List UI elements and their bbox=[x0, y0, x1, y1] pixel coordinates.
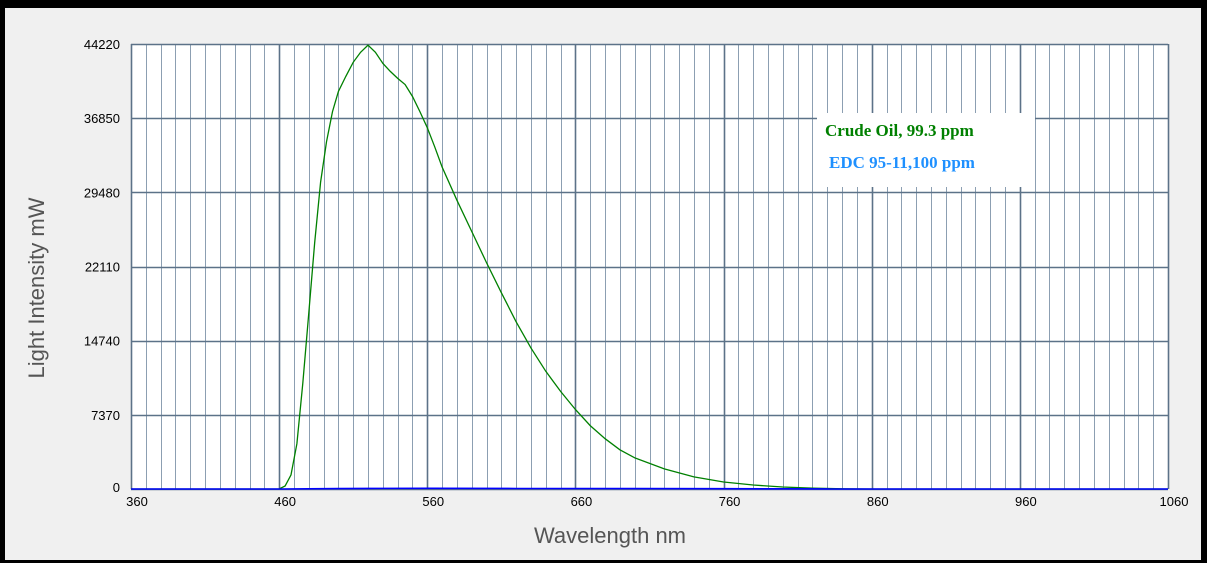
series-layer bbox=[131, 44, 1168, 490]
series-line-edc bbox=[131, 487, 1168, 490]
y-tick-label: 22110 bbox=[85, 260, 120, 275]
x-tick-label: 860 bbox=[867, 494, 889, 509]
y-tick-label: 14740 bbox=[84, 334, 120, 349]
y-tick-label: 29480 bbox=[84, 185, 120, 200]
tick-labels: 360 460 560 660 760 860 960 1060 0 7370 14740 22110… bbox=[84, 37, 1189, 509]
x-tick-label: 760 bbox=[719, 494, 741, 509]
x-tick-label: 1060 bbox=[1160, 494, 1189, 509]
x-tick-label: 660 bbox=[571, 494, 593, 509]
y-tick-label: 0 bbox=[113, 480, 120, 495]
legend-box bbox=[817, 113, 1035, 187]
legend-label-edc: EDC 95-11,100 ppm bbox=[829, 153, 975, 172]
x-tick-label: 360 bbox=[126, 494, 148, 509]
series-line-crude-oil bbox=[131, 44, 1168, 490]
x-axis-title: Wavelength nm bbox=[534, 523, 686, 548]
y-tick-label: 7370 bbox=[91, 408, 120, 423]
x-tick-label: 460 bbox=[274, 494, 296, 509]
x-tick-label: 960 bbox=[1015, 494, 1037, 509]
legend-label-crude-oil: Crude Oil, 99.3 ppm bbox=[825, 121, 974, 140]
y-tick-label: 44220 bbox=[84, 37, 120, 52]
y-tick-label: 36850 bbox=[84, 111, 120, 126]
plot-area bbox=[131, 44, 1168, 489]
x-tick-label: 560 bbox=[422, 494, 444, 509]
y-axis-title: Light Intensity mW bbox=[24, 197, 49, 378]
